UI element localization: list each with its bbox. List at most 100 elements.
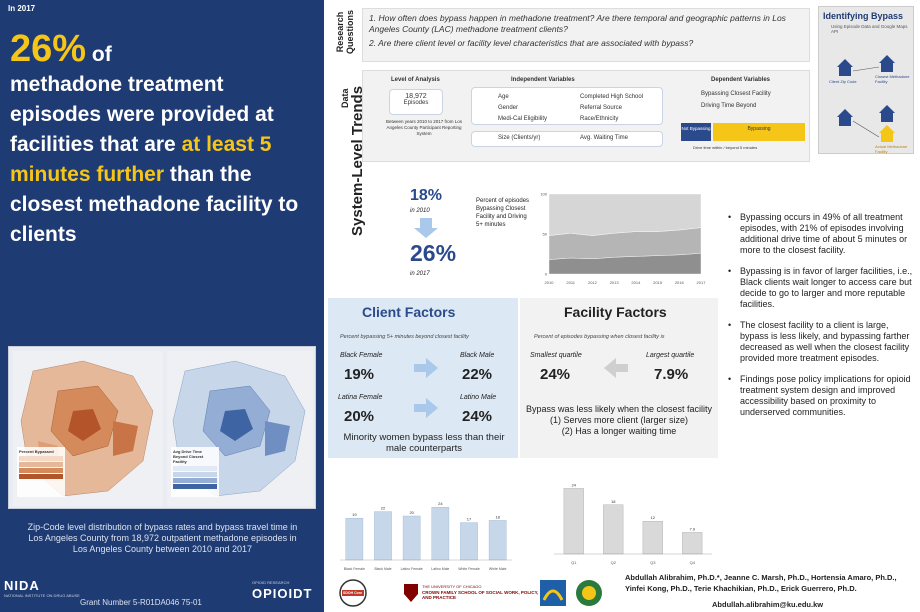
trend-area-chart: 2010 2011 2012 2013 2014 2015 2016 2017 0 50 100 — [540, 192, 707, 286]
small-value: 24% — [540, 366, 571, 383]
research-questions-label: Research Questions — [335, 10, 355, 55]
bf-value: 19% — [344, 366, 375, 383]
headline-part1: methadone treatment episodes were provid… — [10, 73, 274, 156]
category-label: Black Female — [344, 567, 365, 571]
category-label: Black Male — [374, 567, 391, 571]
client-sub: Percent bypassing 5+ minutes beyond clos… — [340, 334, 469, 340]
indep-var: Referral Source — [580, 105, 623, 111]
identify-sub: Using Episode Data and Google Maps API — [831, 24, 908, 34]
headline-highlight: at least 5 minutes further — [10, 133, 272, 186]
facility-sub: Percent of episodes bypassing when close… — [534, 334, 665, 340]
bf-label: Black Female — [340, 352, 383, 359]
bar-0 — [563, 488, 584, 555]
client-note: Minority women bypass less than their ma… — [343, 432, 505, 454]
large-value: 7.9% — [654, 366, 689, 383]
facility-bar-chart: 24 Q1 18 Q2 12 Q3 7.9 Q4 — [540, 458, 718, 570]
indep-vars-box: Age Gender Medi-Cal Eligibility Complete… — [471, 87, 663, 125]
kuwait-university-logo-icon — [576, 580, 602, 606]
area-series-2 — [548, 193, 702, 236]
indep-header: Independent Variables — [511, 77, 575, 83]
facility-vars-box: Size (Clients/yr) Avg. Waiting Time — [471, 131, 663, 147]
x-tick-label: 2011 — [566, 280, 575, 285]
x-tick-label: 2017 — [697, 280, 707, 285]
university-logo-icon — [540, 580, 566, 606]
lm-value: 24% — [462, 408, 493, 425]
episodes-desc: Between years 2010 to 2017 from Los Ange… — [385, 119, 463, 136]
footer-logos: SDOH Core THE UNIVERSITY OF CHICAGO CROW… — [338, 578, 618, 608]
bar-value-label: 17 — [467, 517, 472, 522]
category-label: Q1 — [571, 560, 577, 565]
year-tag: In 2017 — [8, 4, 36, 13]
trend-desc: Percent of episodes Bypassing Closest Fa… — [476, 198, 530, 228]
bar-value-label: 7.9 — [689, 526, 695, 531]
facility-factors-panel: Facility Factors Percent of episodes byp… — [520, 298, 718, 458]
size-var: Size (Clients/yr) — [498, 135, 541, 141]
pct-2010: 18% — [410, 187, 443, 204]
bar-value-label: 24 — [572, 482, 577, 487]
category-label: White Female — [458, 567, 480, 571]
client-factors-panel: Client Factors Percent bypassing 5+ minu… — [328, 298, 518, 458]
bar-4 — [460, 522, 478, 561]
crown-school-text: CROWN FAMILY SCHOOL OF SOCIAL WORK, POLI… — [422, 590, 539, 600]
x-tick-label: 2013 — [610, 280, 620, 285]
bar-value-label: 20 — [409, 510, 414, 515]
nida-logo: NIDA — [4, 578, 40, 593]
bar-5 — [488, 520, 507, 561]
author-email: Abdullah.alibrahim@ku.edu.kw — [712, 600, 824, 609]
closest-label: Closest Methadone Facility — [875, 74, 910, 84]
y-tick-label: 50 — [543, 232, 548, 237]
opioid-logo: OPIOIDT — [252, 586, 313, 601]
y-tick-label: 100 — [540, 192, 547, 197]
headline-of: of — [86, 43, 112, 66]
bar-1 — [603, 504, 624, 555]
large-label: Largest quartile — [646, 352, 695, 359]
right-arrow-icon — [414, 358, 438, 378]
identifying-bypass-panel: Identifying Bypass Using Episode Data an… — [818, 6, 914, 154]
level-header: Level of Analysis — [391, 77, 440, 83]
finding-item: Findings pose policy implications for op… — [728, 374, 916, 418]
episodes-count: 18,972 — [405, 93, 427, 100]
map2-legend: Avg Drive Time Beyond Closest Facility — [171, 447, 219, 497]
lf-label: Latina Female — [338, 394, 383, 401]
bar-value-label: 18 — [611, 499, 616, 504]
identify-title: Identifying Bypass — [823, 11, 904, 21]
label-2010: in 2010 — [410, 208, 430, 214]
indep-var: Medi-Cal Eligibility — [498, 116, 548, 122]
map-caption: Zip-Code level distribution of bypass ra… — [27, 522, 298, 554]
findings-list: Bypassing occurs in 49% of all treatment… — [728, 212, 916, 428]
category-label: Q2 — [611, 560, 617, 565]
dep-sub: Drive time within / beyond 5 minutes — [693, 145, 758, 150]
category-label: Latino Male — [431, 567, 449, 571]
facility-title: Facility Factors — [564, 304, 667, 320]
finding-item: The closest facility to a client is larg… — [728, 320, 916, 364]
dep-var-1: Bypassing Closest Facility — [701, 91, 771, 97]
bypass-diagram — [837, 55, 895, 142]
headline: 26% of methadone treatment episodes were… — [10, 30, 315, 250]
maps-figure: Percent Bypassed Avg Drive Time Beyond C… — [8, 346, 316, 509]
trends-title: System-Level Trends — [349, 85, 366, 236]
x-tick-label: 2014 — [631, 280, 641, 285]
indep-var: Gender — [498, 105, 519, 111]
authors: Abdullah Alibrahim, Ph.D.*, Jeanne C. Ma… — [625, 573, 897, 593]
bar-value-label: 19 — [352, 512, 357, 517]
bar-value-label: 18 — [495, 514, 500, 519]
research-questions-box: 1. How often does bypass happen in metha… — [362, 8, 810, 62]
left-arrow-icon — [604, 358, 628, 378]
category-label: Q4 — [690, 560, 696, 565]
bar-3 — [431, 507, 450, 561]
wait-var: Avg. Waiting Time — [580, 135, 629, 141]
episodes-label: Episodes — [403, 100, 429, 106]
client-bar-chart: 19 Black Female 22 Black Male 20 Latino Femal… — [328, 458, 518, 578]
bar-value-label: 24 — [438, 501, 443, 506]
bar-2 — [642, 521, 663, 555]
category-label: Q3 — [650, 560, 656, 565]
headline-percent: 26% — [10, 28, 87, 70]
facility-note: Bypass was less likely when the closest … — [525, 404, 713, 436]
bar-1 — [374, 511, 392, 561]
bar-2 — [402, 515, 421, 561]
episodes-pill: 18,972 Episodes — [389, 89, 443, 115]
dep-header: Dependent Variables — [711, 77, 771, 83]
bar-0 — [345, 518, 364, 561]
map1-legend: Percent Bypassed — [17, 447, 65, 497]
dep-var-2: Driving Time Beyond — [701, 103, 757, 109]
